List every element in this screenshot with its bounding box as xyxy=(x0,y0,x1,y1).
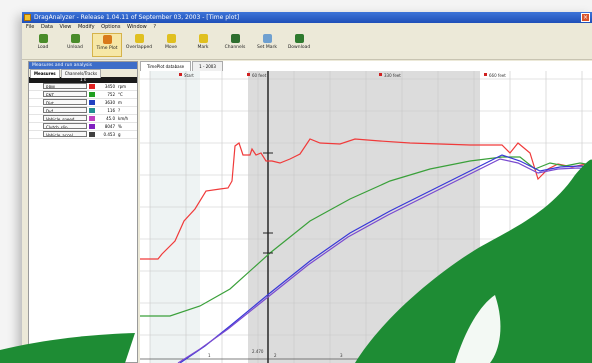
unload-button[interactable]: Unload xyxy=(60,33,90,57)
move-button[interactable]: Move xyxy=(156,33,186,57)
marker-flag xyxy=(179,73,182,76)
download-button[interactable]: Download xyxy=(284,33,314,57)
menu-item-help[interactable]: ? xyxy=(153,24,157,30)
channel-color-swatch[interactable] xyxy=(89,100,95,105)
time-plot-button[interactable]: Time Plot xyxy=(92,33,122,57)
panel-title: Measures and run analysis xyxy=(29,62,137,69)
marker-label: 660 feet xyxy=(489,73,506,78)
title-bar: DragAnalyzer - Release 1.04.11 of Septem… xyxy=(22,12,592,23)
channel-unit: km/h xyxy=(118,116,129,121)
marker-flag xyxy=(379,73,382,76)
set-mark-icon xyxy=(262,34,272,43)
channel-color-swatch[interactable] xyxy=(89,132,95,137)
channel-value: 45.0 xyxy=(106,116,115,121)
menu-item-file[interactable]: File xyxy=(26,24,35,30)
channel-name: Clutch_slip xyxy=(43,123,87,129)
x-tick-label: 1 xyxy=(208,353,211,358)
menu-item-view[interactable]: View xyxy=(59,24,72,30)
channel-unit: g xyxy=(118,132,121,137)
channel-name: RPM xyxy=(43,83,87,89)
panel-tabs: Measures Channels/Tracks xyxy=(29,69,137,78)
menu-bar: File Data View Modify Options Window ? xyxy=(22,23,592,31)
channel-unit: ? xyxy=(118,108,121,113)
distance-trace xyxy=(179,154,592,363)
move-icon xyxy=(166,34,176,43)
channel-row[interactable]: Vehicle_accel 0.453 g xyxy=(29,131,137,139)
channel-list: RPM 3450 rpm ENT 752 °C Dist 3630 m Dvf 116? Vehicl… xyxy=(29,83,137,139)
time-plot-icon xyxy=(102,35,112,44)
channel-name: ENT xyxy=(43,91,87,97)
channel-row[interactable]: Dvf 116? xyxy=(29,107,137,115)
channel-name: Dvf xyxy=(43,107,87,113)
menu-item-window[interactable]: Window xyxy=(127,24,147,30)
overlapped-button[interactable]: Overlapped xyxy=(124,33,154,57)
channel-color-swatch[interactable] xyxy=(89,108,95,113)
brand-swoosh-right xyxy=(355,159,592,363)
channels-button[interactable]: Channels xyxy=(220,33,250,57)
mark-icon xyxy=(198,34,208,43)
channel-row[interactable]: ENT 752 °C xyxy=(29,91,137,99)
window-title: DragAnalyzer - Release 1.04.11 of Septem… xyxy=(34,14,240,21)
download-icon xyxy=(294,34,304,43)
channel-row[interactable]: RPM 3450 rpm xyxy=(29,83,137,91)
marker-flag xyxy=(484,73,487,76)
marker-label: Start xyxy=(184,73,194,78)
tab-channels[interactable]: Channels/Tracks xyxy=(60,69,102,78)
folder-close-icon xyxy=(70,34,80,43)
channel-row[interactable]: Clutch_slip 8047% xyxy=(29,123,137,131)
folder-open-icon xyxy=(38,34,48,43)
channel-value: 8047 xyxy=(104,124,115,129)
channel-name: Dist xyxy=(43,99,87,105)
x-tick-label: 2 xyxy=(274,353,277,358)
channel-unit: m xyxy=(118,100,122,105)
tab-measures[interactable]: Measures xyxy=(30,69,60,78)
channel-value: 752 xyxy=(107,92,115,97)
channel-row[interactable]: Dist 3630 m xyxy=(29,99,137,107)
overlap-icon xyxy=(134,34,144,43)
menu-item-options[interactable]: Options xyxy=(101,24,121,30)
channel-unit: % xyxy=(118,124,122,129)
channel-row[interactable]: Vehicle_speed 45.0 km/h xyxy=(29,115,137,123)
set-mark-button[interactable]: Set Mark xyxy=(252,33,282,57)
channel-panel: Measures and run analysis Measures Channe… xyxy=(28,61,138,363)
marker-flag xyxy=(247,73,250,76)
channel-value: 0.453 xyxy=(103,132,115,137)
mark-button[interactable]: Mark xyxy=(188,33,218,57)
channel-color-swatch[interactable] xyxy=(89,124,95,129)
channel-color-swatch[interactable] xyxy=(89,116,95,121)
channel-value: 116 xyxy=(107,108,115,113)
close-button[interactable]: × xyxy=(581,13,590,22)
app-window: DragAnalyzer - Release 1.04.11 of Septem… xyxy=(22,12,592,363)
cursor-value-label: 2.470 xyxy=(252,349,264,354)
menu-item-data[interactable]: Data xyxy=(40,24,53,30)
channel-list-header: 1 s xyxy=(29,77,137,83)
channel-color-swatch[interactable] xyxy=(89,92,95,97)
marker-label: 60 feet xyxy=(252,73,267,78)
rpm-trace xyxy=(140,138,592,260)
channels-icon xyxy=(230,34,240,43)
speed-trace xyxy=(177,158,592,363)
channel-unit: rpm xyxy=(118,84,127,89)
channel-unit: °C xyxy=(118,92,123,97)
marker-label: 330 feet xyxy=(384,73,401,78)
load-button[interactable]: Load xyxy=(28,33,58,57)
brand-swoosh xyxy=(0,333,135,363)
app-icon xyxy=(24,14,31,21)
temperature-trace xyxy=(140,156,592,317)
brand-swoosh-tip xyxy=(455,295,501,363)
channel-value: 3630 xyxy=(104,100,115,105)
toolbar: Load Unload Time Plot Overlapped Move Ma… xyxy=(22,31,592,60)
x-tick-label: 3 xyxy=(340,353,343,358)
channel-value: 3450 xyxy=(104,84,115,89)
channel-color-swatch[interactable] xyxy=(89,84,95,89)
menu-item-modify[interactable]: Modify xyxy=(77,24,95,30)
channel-name: Vehicle_speed xyxy=(43,115,87,121)
channel-name: Vehicle_accel xyxy=(43,131,87,137)
